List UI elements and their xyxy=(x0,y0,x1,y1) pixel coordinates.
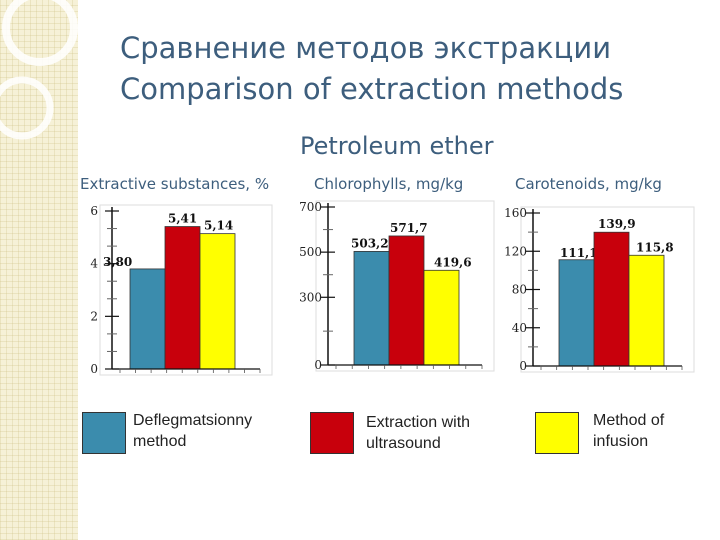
legend-label-deflegmatsionny: Deflegmatsionny method xyxy=(133,412,253,450)
chart-2-frame xyxy=(315,200,495,372)
chart-3-bar-infusion xyxy=(628,254,665,367)
chart-1-tick-label: 4 xyxy=(90,257,98,271)
chart-3-tick-label: 120 xyxy=(504,244,527,258)
chart-3-value-label-deflegmatsionny: 111,1 xyxy=(560,246,598,260)
chart-1-value-label-deflegmatsionny: 3,80 xyxy=(103,255,132,269)
solvent-subtitle: Petroleum ether xyxy=(300,132,494,160)
legend-label-infusion: Method of infusion xyxy=(593,412,665,450)
chart-1-bar-infusion xyxy=(199,233,236,370)
chart-1-tick-label: 6 xyxy=(90,204,98,218)
legend-swatch-deflegmatsionny xyxy=(82,412,126,454)
chart-2-tick-label: 0 xyxy=(314,358,322,372)
chart-3-title: Carotenoids, mg/kg xyxy=(515,175,662,193)
chart-1-bar-ultrasound xyxy=(164,226,201,370)
chart-1-value-label-infusion: 5,14 xyxy=(204,219,233,233)
chart-1-value-label-ultrasound: 5,41 xyxy=(168,212,197,226)
chart-2-value-label-ultrasound: 571,7 xyxy=(390,221,428,235)
chart-2-tick-label: 700 xyxy=(299,200,322,214)
chart-3-tick-label: 0 xyxy=(519,359,527,373)
chart-2-bar-ultrasound xyxy=(388,235,425,366)
chart-2-title: Chlorophylls, mg/kg xyxy=(314,175,464,193)
title-line-ru: Сравнение методов экстракции xyxy=(120,31,612,65)
chart-1-title: Extractive substances, % xyxy=(80,175,270,193)
legend-label-ultrasound: Extraction with ultrasound xyxy=(366,414,471,452)
legend-swatch-ultrasound xyxy=(310,412,354,454)
chart-2-bar-infusion xyxy=(423,269,460,366)
decorative-side-strip xyxy=(0,0,78,540)
chart-3-tick-label: 40 xyxy=(512,321,527,335)
chart-2-bar-deflegmatsionny xyxy=(353,251,390,366)
page-title: Сравнение методов экстракции Comparison … xyxy=(120,28,623,110)
legend-swatch-infusion xyxy=(535,412,579,454)
chart-1-frame xyxy=(99,204,273,376)
chart-3-frame xyxy=(520,206,695,373)
chart-2-value-label-infusion: 419,6 xyxy=(434,255,472,269)
chart-2-value-label-deflegmatsionny: 503,2 xyxy=(351,236,389,250)
title-line-en: Comparison of extraction methods xyxy=(120,72,624,106)
chart-2-tick-label: 300 xyxy=(299,290,322,304)
chart-3-value-label-infusion: 115,8 xyxy=(636,240,674,254)
chart-3-bar-deflegmatsionny xyxy=(558,259,595,367)
chart-3-tick-label: 160 xyxy=(504,206,527,220)
chart-3-value-label-ultrasound: 139,9 xyxy=(598,217,636,231)
chart-1-tick-label: 2 xyxy=(90,309,98,323)
chart-3-bar-ultrasound xyxy=(593,231,630,367)
chart-1-tick-label: 0 xyxy=(90,362,98,376)
chart-1-bar-deflegmatsionny xyxy=(129,268,166,370)
chart-2-tick-label: 500 xyxy=(299,245,322,259)
chart-3-tick-label: 80 xyxy=(512,283,527,297)
decorative-swirl-icon xyxy=(0,0,78,140)
